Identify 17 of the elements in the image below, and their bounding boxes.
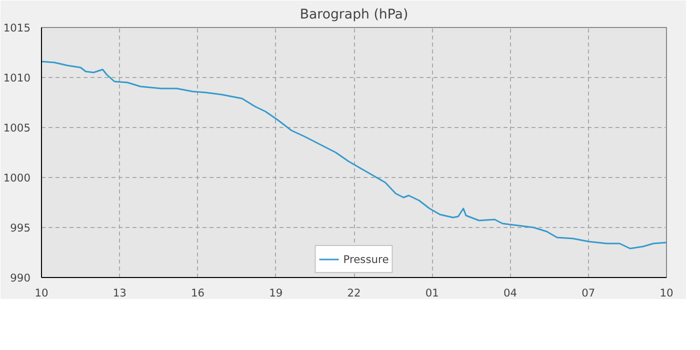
y-tick-label: 990 [10,272,31,284]
legend-label: Pressure [343,252,389,266]
x-tick-label: 04 [503,286,518,300]
x-tick-label: 16 [190,286,205,300]
y-tick-label: 1010 [3,72,31,84]
y-tick-label: 1015 [3,22,31,34]
x-tick-label: 10 [660,286,674,300]
x-tick-label: 13 [112,286,126,300]
y-tick-label: 1005 [3,122,31,134]
x-tick-label: 07 [582,286,596,300]
x-tick-label: 22 [347,286,361,300]
x-tick-label: 01 [425,286,439,300]
x-tick-label: 19 [269,286,283,300]
x-tick-label: 10 [34,286,48,300]
chart-title: Barograph (hPa) [300,8,408,22]
y-tick-label: 995 [10,222,31,234]
y-tick-label: 1000 [3,172,31,184]
